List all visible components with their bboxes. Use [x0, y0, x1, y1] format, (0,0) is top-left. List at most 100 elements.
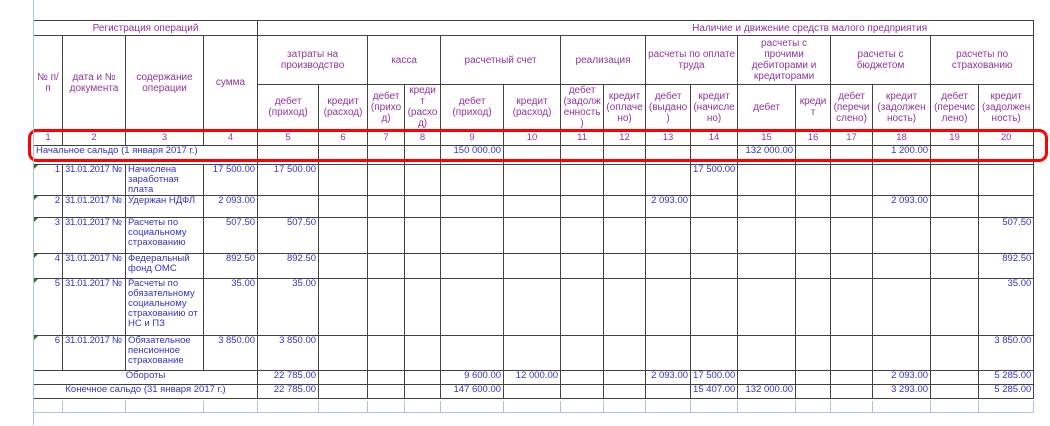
group-cash[interactable]: касса	[367, 35, 442, 85]
sum-cell[interactable]: 892.50	[202, 253, 259, 279]
sum-cell[interactable]: 3 850.00	[202, 335, 259, 371]
column-number-8[interactable]: 8	[404, 129, 442, 146]
journal-row-3-value-col-14[interactable]	[690, 217, 739, 254]
journal-row-4-value-col-19[interactable]	[930, 253, 980, 279]
column-number-19[interactable]: 19	[930, 129, 980, 146]
journal-row-3-value-col-18[interactable]	[872, 217, 932, 254]
sum-cell[interactable]: 507.50	[202, 217, 259, 254]
date-document-cell[interactable]: 31.01.2017 № 1	[62, 278, 126, 336]
opening-balance-row-value-col-15[interactable]: 132 000.00	[737, 145, 797, 165]
group-insurance[interactable]: расчеты по страхованию	[930, 35, 1035, 85]
date-document-cell[interactable]: 31.01.2017 № 1	[62, 217, 126, 254]
opening-balance-row-value-col-12[interactable]	[603, 145, 647, 165]
closing-balance-row-value-col-8[interactable]	[404, 384, 442, 399]
column-number-15[interactable]: 15	[737, 129, 797, 146]
opening-balance-row-value-col-7[interactable]	[367, 145, 406, 165]
operation-content-cell[interactable]: Федеральный фонд ОМС	[125, 253, 204, 279]
journal-row-6-value-col-10[interactable]	[503, 335, 562, 371]
journal-row-2-value-col-15[interactable]	[737, 195, 797, 218]
subheader-col-8[interactable]: кредит (расход)	[404, 84, 442, 130]
journal-row-6-value-col-18[interactable]	[872, 335, 932, 371]
opening-balance-row-value-col-9[interactable]: 150 000.00	[440, 145, 505, 165]
journal-row-3-value-col-7[interactable]	[367, 217, 406, 254]
journal-row-2-value-col-20[interactable]	[978, 195, 1035, 218]
journal-row-2-value-col-17[interactable]	[830, 195, 874, 218]
journal-row-1-value-col-10[interactable]	[503, 164, 562, 196]
journal-row-2-value-col-11[interactable]	[560, 195, 605, 218]
subheader-col-14[interactable]: кредит (начислено)	[690, 84, 739, 130]
sum-cell[interactable]: 2 093.00	[202, 195, 259, 218]
header-row-number[interactable]: № п/п	[33, 35, 63, 130]
closing-balance-row-value-col-5[interactable]: 22 785.00	[257, 384, 320, 399]
journal-row-5-value-col-16[interactable]	[795, 278, 832, 336]
journal-row-4-value-col-8[interactable]	[404, 253, 442, 279]
turnover-row-value-col-13[interactable]: 2 093.00	[645, 370, 692, 385]
column-number-18[interactable]: 18	[872, 129, 932, 146]
journal-row-4-value-col-14[interactable]	[690, 253, 739, 279]
turnover-row-value-col-15[interactable]	[737, 370, 797, 385]
journal-row-4-value-col-17[interactable]	[830, 253, 874, 279]
turnover-row-value-col-14[interactable]: 17 500.00	[690, 370, 739, 385]
opening-balance-row-value-col-13[interactable]	[645, 145, 692, 165]
journal-row-4-value-col-7[interactable]	[367, 253, 406, 279]
sum-cell[interactable]: 17 500.00	[202, 164, 259, 196]
journal-row-6-value-col-13[interactable]	[645, 335, 692, 371]
subheader-col-5[interactable]: дебет (приход)	[257, 84, 320, 130]
opening-balance-row-value-col-20[interactable]	[978, 145, 1035, 165]
journal-row-1-value-col-17[interactable]	[830, 164, 874, 196]
header-date-document[interactable]: дата и № документа	[62, 35, 126, 130]
closing-balance-row-value-col-7[interactable]	[367, 384, 406, 399]
journal-row-6-value-col-20[interactable]: 3 850.00	[978, 335, 1035, 371]
journal-row-5-value-col-11[interactable]	[560, 278, 605, 336]
turnover-row-value-col-19[interactable]	[930, 370, 980, 385]
journal-row-5-value-col-7[interactable]	[367, 278, 406, 336]
subheader-col-17[interactable]: дебет (перечислено)	[830, 84, 874, 130]
journal-row-6-value-col-7[interactable]	[367, 335, 406, 371]
closing-balance-row-value-col-9[interactable]: 147 600.00	[440, 384, 505, 399]
journal-row-1-value-col-7[interactable]	[367, 164, 406, 196]
journal-row-4-value-col-11[interactable]	[560, 253, 605, 279]
journal-row-3-value-col-5[interactable]: 507.50	[257, 217, 320, 254]
subheader-col-6[interactable]: кредит (расход)	[318, 84, 369, 130]
journal-row-1-value-col-19[interactable]	[930, 164, 980, 196]
journal-row-5-value-col-10[interactable]	[503, 278, 562, 336]
journal-row-6-value-col-16[interactable]	[795, 335, 832, 371]
turnover-row-value-col-17[interactable]	[830, 370, 874, 385]
opening-balance-row-value-col-5[interactable]	[257, 145, 320, 165]
closing-balance-row-value-col-15[interactable]: 132 000.00	[737, 384, 797, 399]
closing-balance-row-value-col-11[interactable]	[560, 384, 605, 399]
operation-content-cell[interactable]: Расчеты по обязательному социальному стр…	[125, 278, 204, 336]
journal-row-2-value-col-14[interactable]	[690, 195, 739, 218]
journal-row-5-value-col-19[interactable]	[930, 278, 980, 336]
header-operation-content[interactable]: содержание операции	[125, 35, 204, 130]
journal-row-5-value-col-12[interactable]	[603, 278, 647, 336]
operation-content-cell[interactable]: Обязательное пенсионное страхование	[125, 335, 204, 371]
journal-row-4-value-col-20[interactable]: 892.50	[978, 253, 1035, 279]
journal-row-1-value-col-8[interactable]	[404, 164, 442, 196]
journal-row-6-value-col-12[interactable]	[603, 335, 647, 371]
opening-balance-row-value-col-18[interactable]: 1 200.00	[872, 145, 932, 165]
journal-row-3-value-col-11[interactable]	[560, 217, 605, 254]
turnover-row-value-col-11[interactable]	[560, 370, 605, 385]
journal-row-1-value-col-13[interactable]	[645, 164, 692, 196]
column-number-10[interactable]: 10	[503, 129, 562, 146]
journal-row-3-value-col-6[interactable]	[318, 217, 369, 254]
turnover-row-value-col-6[interactable]	[318, 370, 369, 385]
group-settlement-account[interactable]: расчетный счет	[440, 35, 562, 85]
journal-row-5-value-col-17[interactable]	[830, 278, 874, 336]
journal-row-2-value-col-6[interactable]	[318, 195, 369, 218]
closing-balance-row-value-col-16[interactable]	[795, 384, 832, 399]
subheader-col-9[interactable]: дебет (приход)	[440, 84, 505, 130]
opening-balance-row-value-col-6[interactable]	[318, 145, 369, 165]
journal-row-6-value-col-5[interactable]: 3 850.00	[257, 335, 320, 371]
opening-balance-row-value-col-10[interactable]	[503, 145, 562, 165]
closing-balance-row-value-col-18[interactable]: 3 293.00	[872, 384, 932, 399]
subheader-col-12[interactable]: кредит (оплачено)	[603, 84, 647, 130]
journal-row-1-value-col-14[interactable]: 17 500.00	[690, 164, 739, 196]
turnover-row-value-col-16[interactable]	[795, 370, 832, 385]
closing-balance-row-value-col-6[interactable]	[318, 384, 369, 399]
column-number-9[interactable]: 9	[440, 129, 505, 146]
closing-balance-row-value-col-13[interactable]	[645, 384, 692, 399]
row-number-cell[interactable]: 2	[33, 195, 63, 218]
column-number-3[interactable]: 3	[125, 129, 204, 146]
